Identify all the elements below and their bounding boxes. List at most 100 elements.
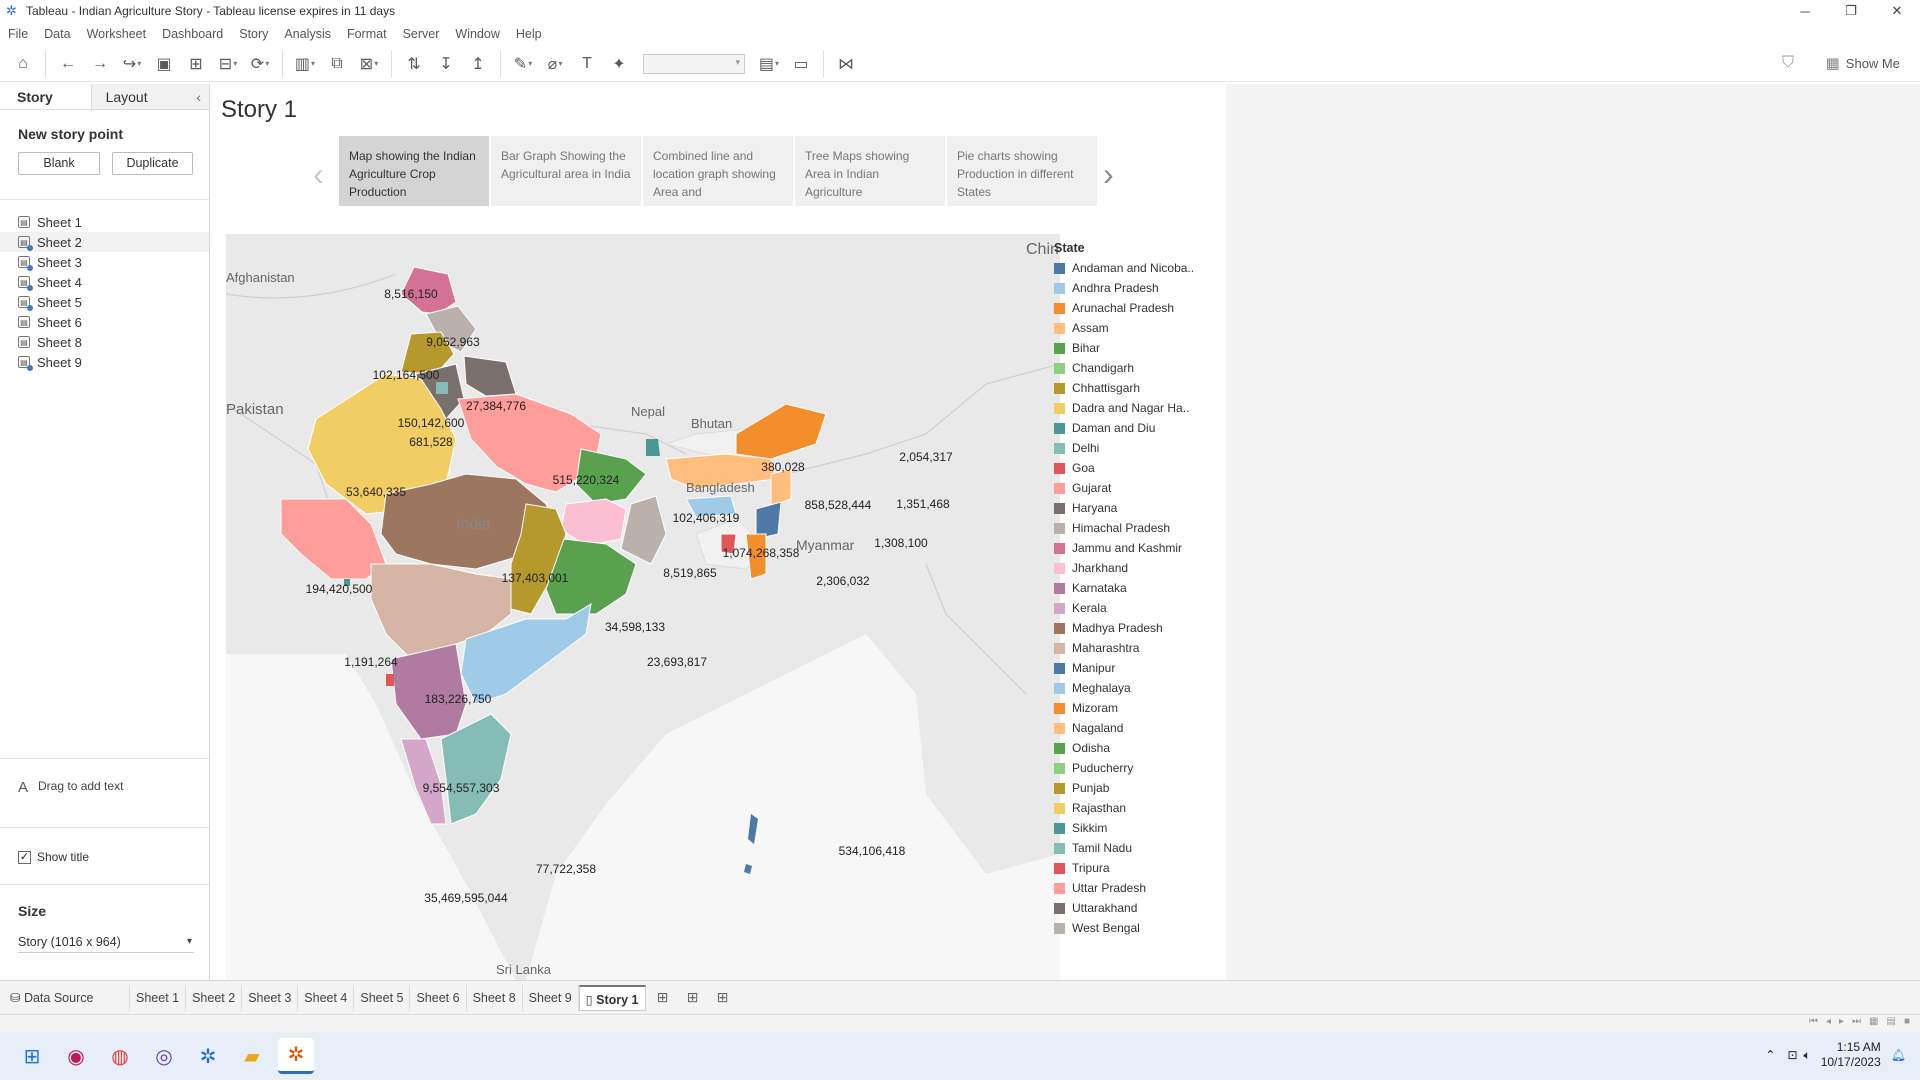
legend-item[interactable]: Andaman and Nicoba.. [1054, 258, 1224, 278]
legend-item[interactable]: Odisha [1054, 738, 1224, 758]
legend-item[interactable]: Sikkim [1054, 818, 1224, 838]
show-cards-icon[interactable]: ▤ [756, 51, 782, 77]
new-story-icon[interactable]: ⊞ [716, 989, 729, 1005]
collapse-panel-icon[interactable]: ‹ [196, 89, 201, 105]
next-sheet-icon[interactable]: ▸ [1839, 1016, 1845, 1027]
state-gujarat[interactable] [280, 498, 387, 580]
legend-item[interactable]: Puducherry [1054, 758, 1224, 778]
legend-item[interactable]: Maharashtra [1054, 638, 1224, 658]
show-title-checkbox[interactable]: ✓ [18, 850, 31, 864]
legend-item[interactable]: Kerala [1054, 598, 1224, 618]
menu-analysis[interactable]: Analysis [284, 27, 331, 41]
filmstrip-icon[interactable]: ▤ [1886, 1016, 1896, 1027]
legend-item[interactable]: Chhattisgarh [1054, 378, 1224, 398]
drag-to-add-text[interactable]: A Drag to add text [0, 758, 209, 828]
legend-item[interactable]: Jharkhand [1054, 558, 1224, 578]
state-daman-and-diu[interactable] [344, 579, 350, 586]
legend-item[interactable]: Tamil Nadu [1054, 838, 1224, 858]
app-w-icon[interactable]: ◉ [67, 1045, 85, 1068]
state-andaman-and-nicobar[interactable] [744, 814, 758, 874]
legend-item[interactable]: Punjab [1054, 778, 1224, 798]
menu-file[interactable]: File [8, 27, 29, 41]
state-west-bengal[interactable] [620, 495, 667, 565]
sheet-tab[interactable]: Sheet 1 [130, 984, 187, 1011]
redo-icon[interactable]: → [92, 54, 108, 72]
legend-item[interactable]: Jammu and Kashmir [1054, 538, 1224, 558]
menu-format[interactable]: Format [346, 27, 387, 41]
story-point-card[interactable]: Bar Graph Showing the Agricultural area … [491, 136, 641, 206]
legend-item[interactable]: Rajasthan [1054, 798, 1224, 818]
new-data-source-icon[interactable]: ⊞ [189, 55, 203, 73]
state-kerala[interactable] [400, 738, 447, 825]
show-hidden-icons-chevron-icon[interactable]: ⌃ [1765, 1048, 1776, 1062]
state-tripura[interactable] [720, 533, 737, 555]
show-title-toggle[interactable]: ✓ Show title [18, 850, 89, 864]
close-button[interactable]: ✕ [1891, 3, 1903, 18]
menu-story[interactable]: Story [239, 27, 269, 41]
sheet-list-item[interactable]: ▤ Sheet 3 [0, 252, 209, 272]
legend-item[interactable]: Manipur [1054, 658, 1224, 678]
tab-layout[interactable]: Layout ‹ [91, 84, 209, 109]
legend-item[interactable]: Dadra and Nagar Ha.. [1054, 398, 1224, 418]
legend-item[interactable]: Assam [1054, 318, 1224, 338]
india-state-map[interactable]: China Afghanistan Pakistan Nepal Bhutan … [226, 234, 1060, 980]
legend-item[interactable]: Himachal Pradesh [1054, 518, 1224, 538]
legend-item[interactable]: Haryana [1054, 498, 1224, 518]
sheet-tab[interactable]: Sheet 9 [523, 984, 579, 1011]
legend-item[interactable]: Gujarat [1054, 478, 1224, 498]
legend-item[interactable]: Bihar [1054, 338, 1224, 358]
tableau-icon[interactable]: ✲ [199, 1045, 217, 1068]
duplicate-button[interactable]: Duplicate [112, 152, 193, 175]
legend-item[interactable]: Chandigarh [1054, 358, 1224, 378]
duplicate-sheet-icon[interactable]: ⧉ [331, 54, 343, 72]
legend-item[interactable]: Goa [1054, 458, 1224, 478]
next-story-point-arrow[interactable]: › [1103, 156, 1114, 192]
menu-worksheet[interactable]: Worksheet [86, 27, 147, 41]
story-point-card[interactable]: Pie charts showing Production in differe… [947, 136, 1097, 206]
home-icon[interactable]: ⌂ [18, 54, 28, 72]
tabs-view-icon[interactable]: ■ [1903, 1016, 1910, 1027]
undo-icon[interactable]: ← [60, 54, 76, 72]
sheet-list-item[interactable]: ▤ Sheet 9 [0, 352, 209, 372]
story-tab[interactable]: ▯ Story 1 [578, 984, 646, 1011]
tableau-active-icon[interactable]: ✲ [278, 1038, 314, 1074]
sheet-list-item[interactable]: ▤ Sheet 6 [0, 312, 209, 332]
app-swirl-icon[interactable]: ◎ [155, 1045, 173, 1068]
menu-server[interactable]: Server [402, 27, 440, 41]
last-sheet-icon[interactable]: ⏭ [1852, 1016, 1862, 1027]
state-mizoram[interactable] [745, 533, 767, 580]
size-dropdown[interactable]: Story (1016 x 964) [18, 931, 194, 953]
sheet-list-item[interactable]: ▤ Sheet 2 [0, 232, 209, 252]
share-icon[interactable]: ⋈ [838, 55, 854, 73]
refresh-icon[interactable]: ⟳ [247, 51, 273, 77]
state-andhra-pradesh[interactable] [460, 603, 592, 705]
legend-item[interactable]: Uttar Pradesh [1054, 878, 1224, 898]
sheet-tab[interactable]: Sheet 5 [354, 984, 411, 1011]
new-worksheet-icon[interactable]: ▥ [292, 51, 318, 77]
state-tamil-nadu[interactable] [440, 713, 512, 825]
state-meghalaya[interactable] [685, 495, 737, 518]
legend-item[interactable]: West Bengal [1054, 918, 1224, 938]
menu-help[interactable]: Help [515, 27, 542, 41]
chrome-icon[interactable]: ◍ [111, 1045, 129, 1068]
sort-ascending-icon[interactable]: ↧ [439, 55, 453, 73]
legend-item[interactable]: Madhya Pradesh [1054, 618, 1224, 638]
minimize-button[interactable]: ─ [1800, 3, 1810, 19]
clear-sheet-icon[interactable]: ⊠ [356, 51, 382, 77]
previous-sheet-icon[interactable]: ◂ [1825, 1016, 1832, 1027]
state-bihar[interactable] [575, 448, 647, 505]
windows-start-icon[interactable]: ⊞ [23, 1045, 41, 1068]
sheet-sorter-icon[interactable]: ▦ [1869, 1016, 1879, 1027]
labels-icon[interactable]: T [582, 54, 592, 72]
legend-item[interactable]: Nagaland [1054, 718, 1224, 738]
state-odisha[interactable] [545, 538, 637, 615]
show-me-button[interactable]: ▦ Show Me [1826, 54, 1900, 72]
clock[interactable]: 1:15 AM 10/17/2023 [1821, 1040, 1881, 1070]
presenter-icon[interactable]: ⛉ [1781, 54, 1794, 71]
sort-descending-icon[interactable]: ↥ [471, 55, 485, 73]
state-sikkim[interactable] [646, 439, 660, 456]
network-icon[interactable]: ⊡ [1787, 1048, 1798, 1062]
sheet-tab[interactable]: Sheet 3 [242, 984, 299, 1011]
new-dashboard-icon[interactable]: ⊞ [686, 989, 699, 1005]
legend-item[interactable]: Uttarakhand [1054, 898, 1224, 918]
